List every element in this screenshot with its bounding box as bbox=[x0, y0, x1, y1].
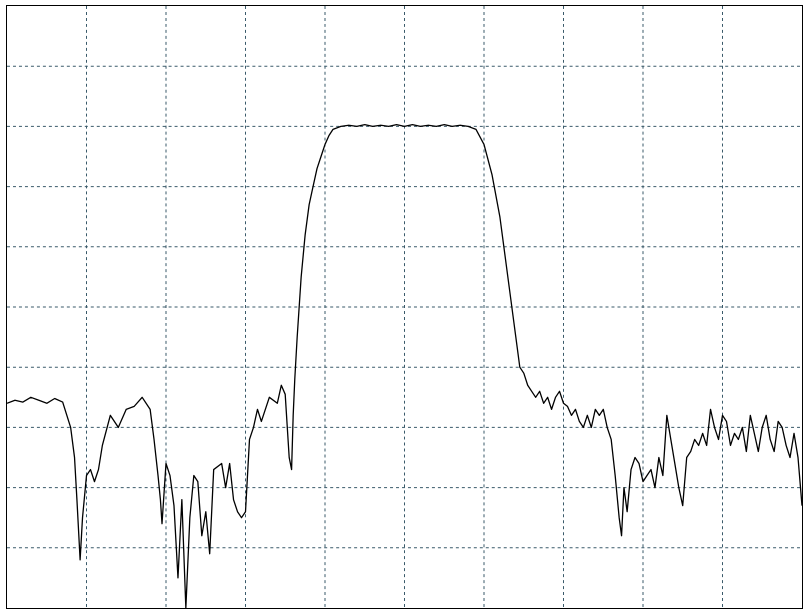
series-line-1 bbox=[7, 123, 802, 608]
trace-layer bbox=[7, 123, 802, 608]
chart-frame bbox=[6, 5, 803, 609]
grid bbox=[7, 6, 802, 608]
line-chart bbox=[7, 6, 802, 608]
